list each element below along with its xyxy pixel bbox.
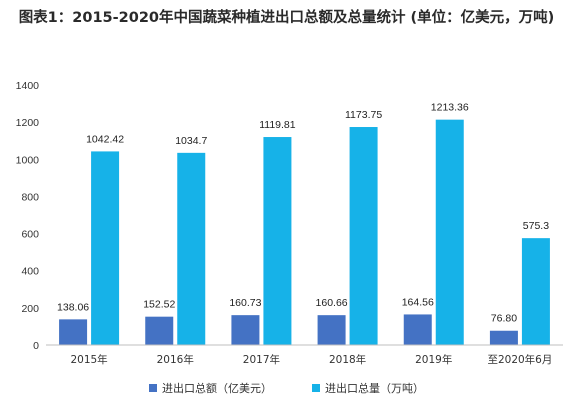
bar-amount [59,319,88,345]
bar-amount [231,315,260,345]
data-label-volume: 1173.75 [345,109,382,121]
y-tick-label: 0 [33,340,39,352]
x-tick-label: 2015年 [70,353,107,366]
y-tick-label: 1400 [16,80,40,92]
y-tick-label: 1200 [16,117,40,129]
bar-volume [435,119,464,345]
legend-label-amount: 进出口总额（亿美元） [162,382,272,395]
bar-amount [145,316,174,345]
legend-swatch-amount [149,384,157,392]
bar-volume [263,137,292,345]
bar-amount [317,315,346,345]
legend-item-volume: 进出口总量（万吨） [312,380,424,396]
x-axis: 2015年 2016年 2017年 2018年 2019年 至2020年6月 [46,344,563,366]
y-tick-label: 400 [21,266,39,278]
data-label-volume: 1213.36 [431,102,469,114]
data-label-amount: 160.73 [229,297,261,309]
y-tick-label: 200 [21,303,39,315]
x-tick-label: 2018年 [329,353,366,366]
data-label-amount: 138.06 [57,301,89,313]
bar-amount [403,314,432,345]
data-label-amount: 160.66 [316,297,348,309]
y-tick-label: 600 [21,229,39,241]
chart-title: 图表1：2015-2020年中国蔬菜种植进出口总额及总量统计 (单位：亿美元，万… [18,10,555,26]
data-label-amount: 152.52 [143,299,175,311]
data-label-amount: 164.56 [402,296,434,308]
bars: 138.06 1042.42 152.52 1034.7 160.73 1119.81 16… [57,102,550,346]
legend-label-volume: 进出口总量（万吨） [325,382,424,395]
bar-volume [91,151,120,345]
x-tick-label: 2017年 [243,353,280,366]
data-label-volume: 575.3 [523,220,549,232]
y-tick-label: 1000 [16,154,40,166]
bar-volume [521,238,550,345]
data-label-amount: 76.80 [491,313,517,325]
y-tick-label: 800 [21,191,39,203]
data-label-volume: 1042.42 [86,133,124,145]
x-tick-label: 至2020年6月 [487,353,552,366]
bar-volume [177,152,206,345]
x-tick-label: 2016年 [157,353,194,366]
bar-volume [349,127,378,346]
y-axis: 0 200 400 600 800 1000 1200 1400 [16,80,40,352]
bar-amount [489,330,518,345]
legend: 进出口总额（亿美元） 进出口总量（万吨） [0,380,573,396]
x-tick-label: 2019年 [415,353,452,366]
legend-item-amount: 进出口总额（亿美元） [149,380,272,396]
legend-swatch-volume [312,384,320,392]
data-label-volume: 1034.7 [175,135,207,147]
data-label-volume: 1119.81 [259,119,296,131]
